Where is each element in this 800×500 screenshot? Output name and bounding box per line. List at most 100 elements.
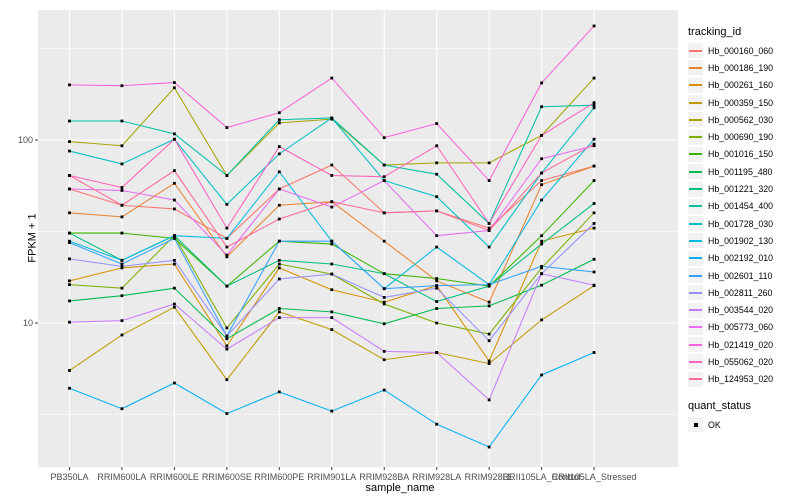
series-color-key-icon — [688, 112, 703, 128]
data-point — [592, 106, 596, 110]
data-point — [330, 272, 334, 276]
data-point — [435, 321, 439, 325]
legend-item-label: Hb_001016_150 — [708, 149, 774, 160]
data-point — [540, 133, 544, 137]
data-point — [592, 76, 596, 80]
data-point — [172, 236, 176, 240]
legend-title-tracking-id: tracking_id — [688, 26, 742, 38]
data-point — [592, 137, 596, 141]
data-point — [330, 116, 334, 120]
legend-item-label: Hb_000186_190 — [708, 62, 774, 73]
series-color-key-icon — [688, 319, 703, 335]
series-color-key-icon — [688, 371, 703, 387]
data-point — [68, 149, 71, 153]
x-tick-label: RRIM600LA — [97, 472, 147, 482]
data-point — [225, 126, 229, 129]
data-point — [68, 231, 71, 235]
data-point — [592, 211, 596, 215]
legend-item-label: Hb_005773_060 — [708, 322, 774, 333]
data-point — [225, 236, 229, 240]
legend-item-label: Hb_001454_400 — [708, 201, 774, 212]
data-point — [120, 231, 124, 235]
data-point — [277, 187, 281, 191]
legend-item: Hb_000690_190 — [686, 128, 798, 145]
data-point — [592, 103, 596, 107]
data-point — [330, 76, 334, 80]
data-point — [382, 136, 386, 140]
data-point — [540, 105, 544, 109]
black-square-marker-icon — [688, 417, 703, 433]
data-point — [382, 163, 386, 167]
legend-item: Hb_001728_030 — [686, 215, 798, 232]
data-point — [68, 239, 71, 243]
data-point — [330, 310, 334, 314]
data-point — [68, 283, 71, 287]
legend-item-label: Hb_021419_020 — [708, 339, 774, 350]
x-axis-title: sample_name — [365, 482, 435, 494]
legend-item-label: Hb_001728_030 — [708, 218, 774, 229]
legend-item-label: Hb_002192_010 — [708, 253, 774, 264]
series-color-key-icon — [688, 198, 703, 214]
data-point — [172, 198, 176, 202]
data-point — [592, 101, 596, 105]
legend-item-label: Hb_002811_260 — [708, 287, 773, 298]
data-point — [435, 161, 439, 165]
series-color-key-icon — [688, 302, 703, 318]
series-color-key-icon — [688, 250, 703, 266]
data-point — [435, 234, 439, 238]
data-point — [277, 217, 281, 221]
data-point — [68, 174, 71, 177]
plot-panel — [38, 10, 678, 467]
data-point — [277, 310, 281, 314]
data-point — [120, 186, 124, 189]
legend-items: Hb_000160_060 Hb_000186_190 Hb_000261_160 H… — [686, 42, 798, 388]
legend-item: Hb_055062_020 — [686, 353, 798, 370]
data-point — [225, 347, 229, 351]
data-point — [68, 211, 71, 215]
data-point — [225, 202, 229, 206]
data-point — [68, 187, 71, 191]
data-point — [277, 266, 281, 270]
data-point — [487, 332, 491, 336]
data-point — [172, 207, 176, 211]
data-point — [172, 132, 176, 136]
data-point — [487, 445, 491, 449]
data-point — [277, 390, 281, 394]
data-point — [330, 163, 334, 167]
data-point — [120, 119, 124, 123]
data-point — [382, 388, 386, 392]
data-point — [172, 137, 176, 141]
legend-item: Hb_003544_020 — [686, 301, 798, 318]
data-point — [330, 239, 334, 243]
data-point — [277, 307, 281, 310]
data-point — [435, 209, 439, 213]
data-point — [225, 337, 229, 341]
data-point — [120, 319, 124, 323]
data-point — [277, 203, 281, 207]
data-point — [277, 239, 281, 243]
x-tick-label: RRIM600SE — [201, 472, 252, 482]
data-point — [540, 239, 544, 243]
data-point — [225, 344, 229, 348]
legend-item-label: OK — [708, 419, 721, 430]
legend-item-label: Hb_002601_110 — [708, 270, 773, 281]
data-point — [172, 181, 176, 185]
data-point — [225, 378, 229, 382]
data-point — [487, 300, 491, 304]
data-point — [172, 286, 176, 290]
series-color-key-icon — [688, 337, 703, 353]
data-point — [487, 398, 491, 402]
data-point — [120, 264, 124, 268]
data-point — [435, 144, 439, 148]
x-tick-label: RRII105LA_Control — [502, 472, 581, 482]
data-point — [120, 189, 124, 192]
data-point — [225, 412, 229, 415]
data-point — [172, 258, 176, 262]
x-tick-label: RRIM928LA — [412, 472, 462, 482]
x-tick-label: RRIM600PE — [254, 472, 305, 482]
data-point — [592, 164, 596, 168]
data-point — [277, 111, 281, 115]
y-tick-label: 10 — [22, 318, 33, 328]
legend-title-quant-status: quant_status — [688, 399, 751, 412]
